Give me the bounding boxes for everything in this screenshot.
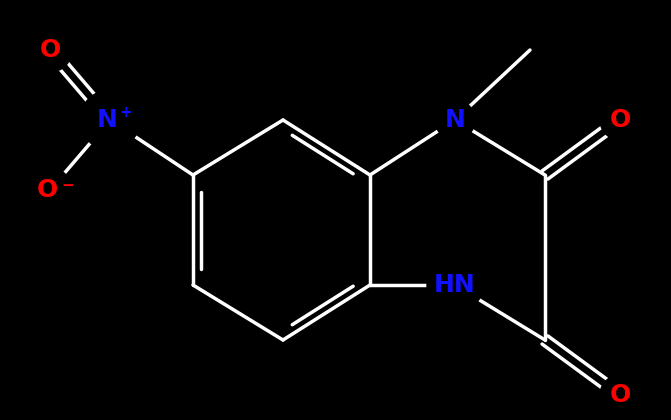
Text: O: O	[36, 178, 58, 202]
Text: O: O	[609, 108, 631, 132]
Circle shape	[600, 100, 640, 140]
Text: +: +	[119, 105, 132, 120]
Circle shape	[80, 90, 140, 150]
Circle shape	[28, 168, 72, 212]
Circle shape	[435, 100, 475, 140]
Text: −: −	[62, 178, 74, 192]
Circle shape	[427, 257, 483, 313]
Text: N: N	[445, 108, 466, 132]
Text: O: O	[40, 38, 60, 62]
Text: N: N	[97, 108, 117, 132]
Text: O: O	[609, 383, 631, 407]
Circle shape	[600, 375, 640, 415]
Circle shape	[28, 28, 72, 72]
Text: HN: HN	[434, 273, 476, 297]
